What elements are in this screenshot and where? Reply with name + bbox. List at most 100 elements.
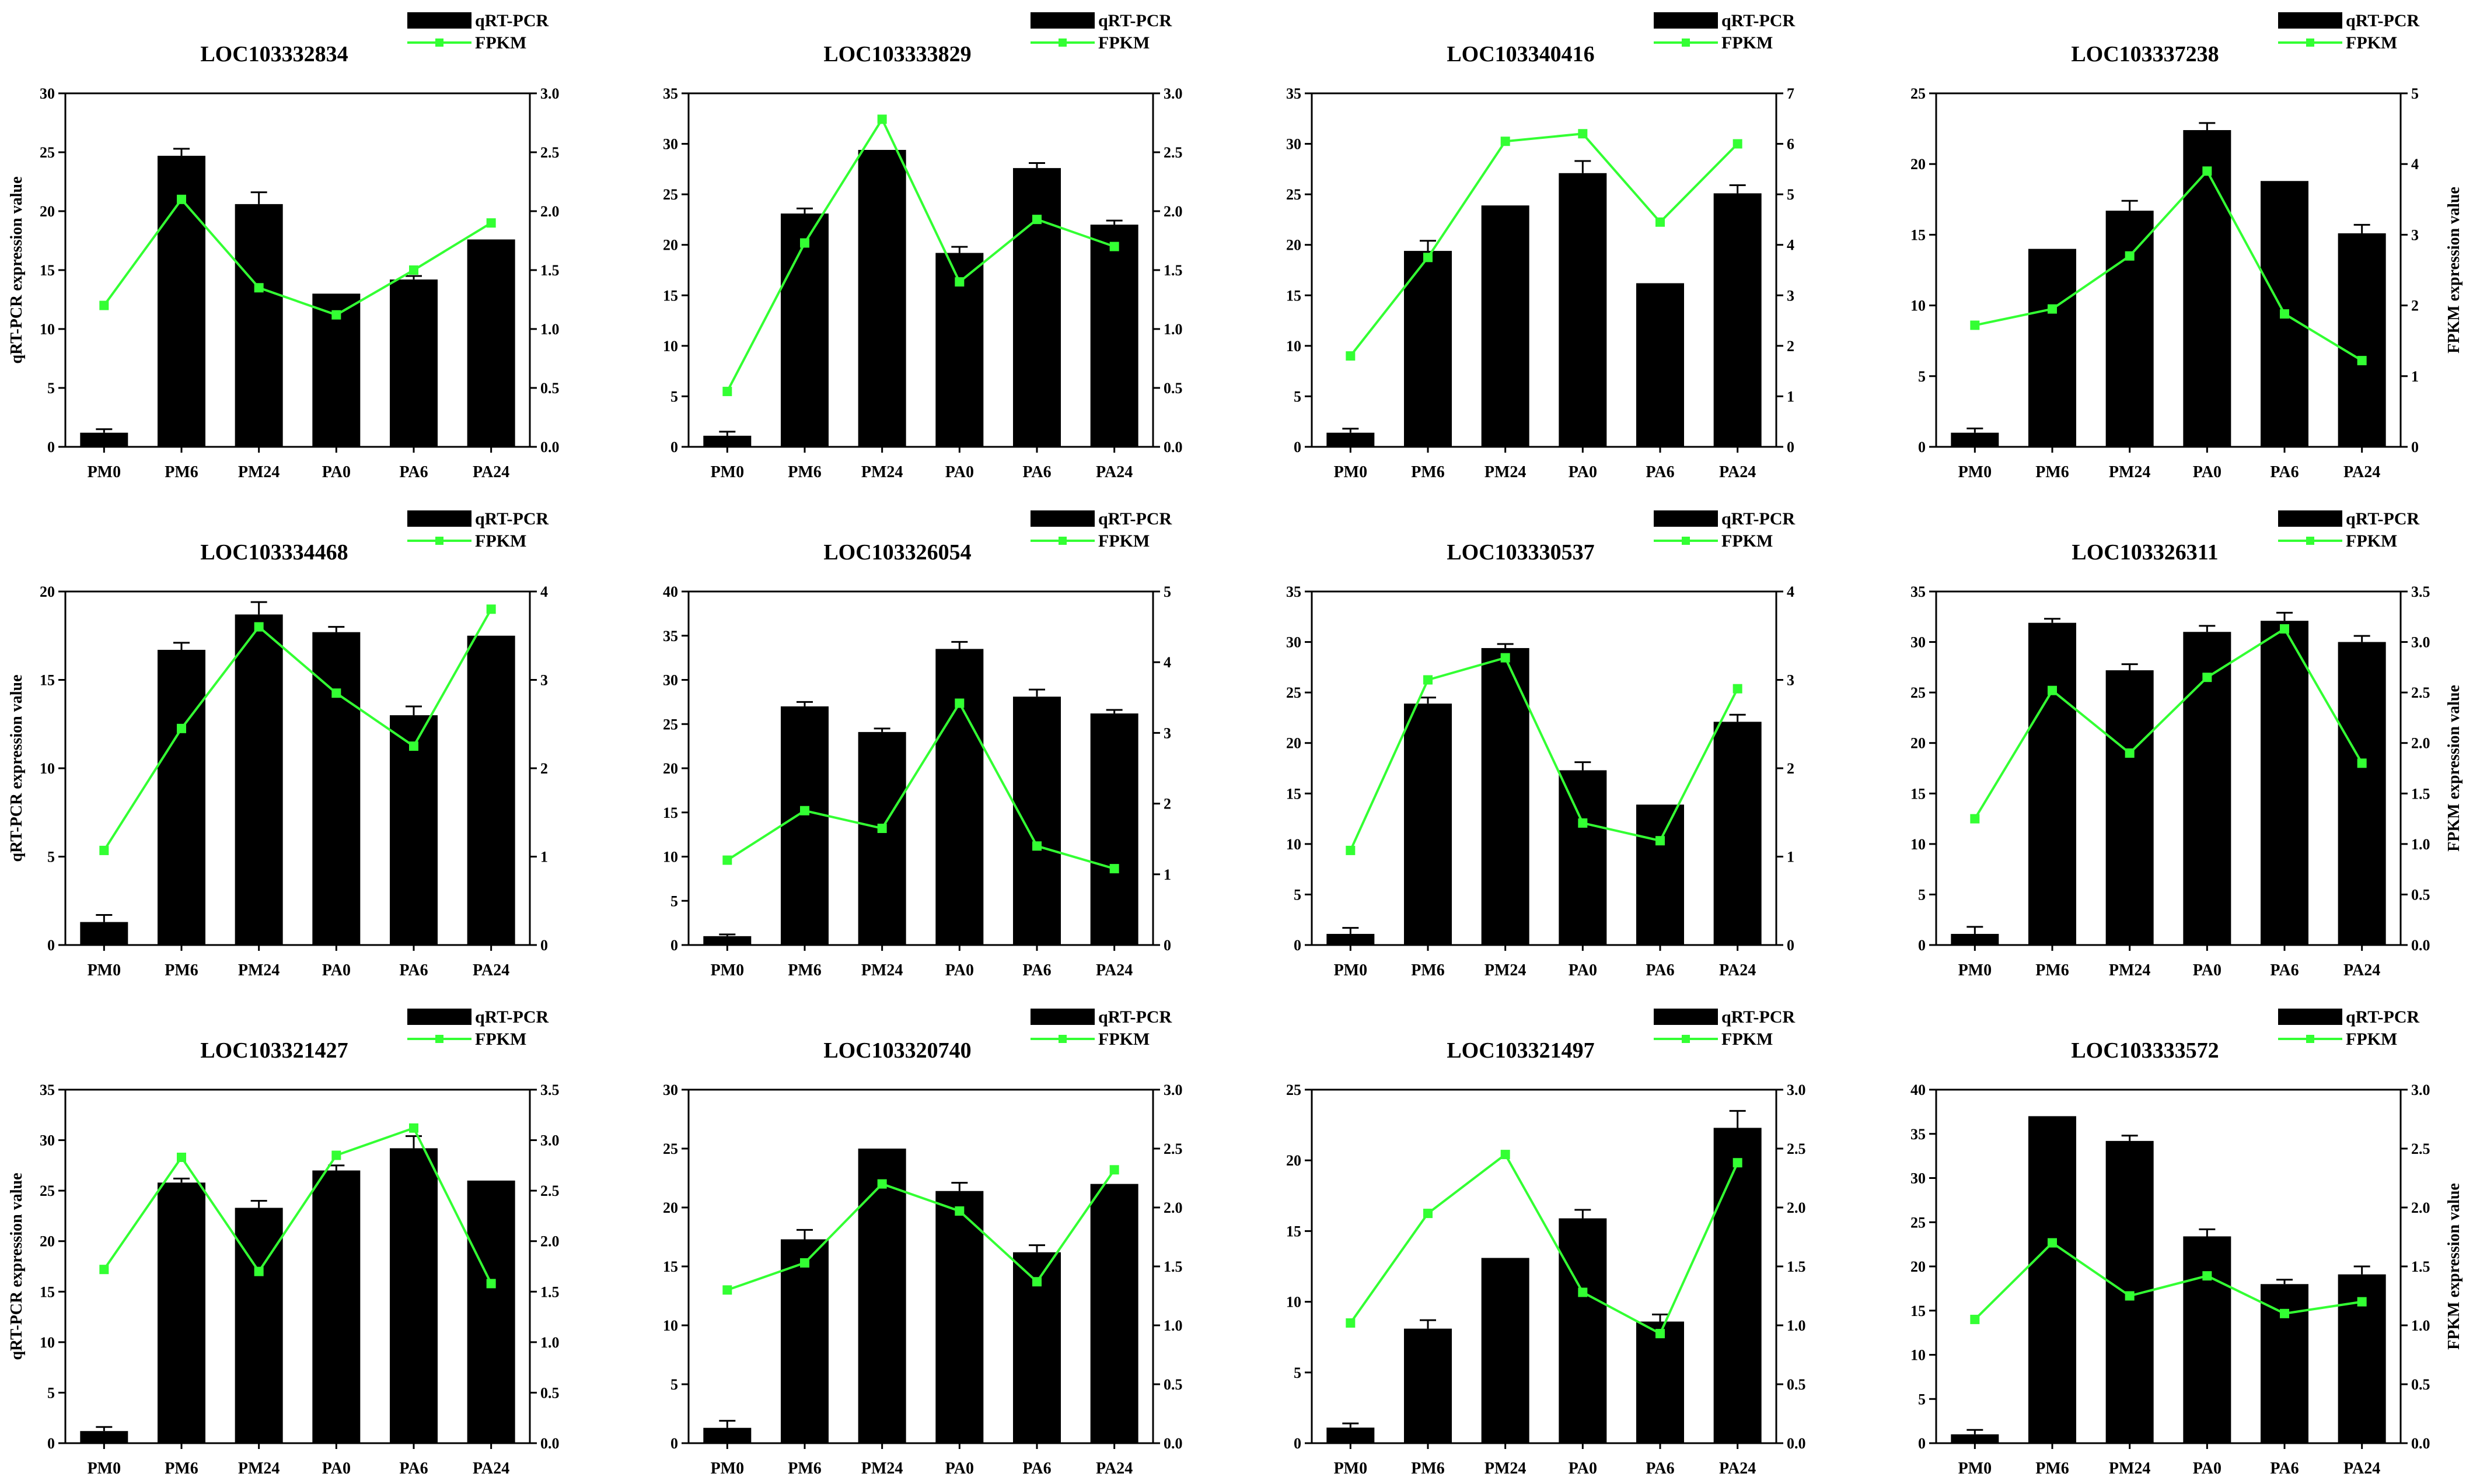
legend-bar-swatch [1031, 12, 1095, 29]
fpkm-point-PM6 [2048, 685, 2057, 695]
left-axis-tick-label: 5 [1918, 368, 1926, 385]
left-axis-tick-label: 40 [663, 583, 678, 600]
fpkm-point-PM6 [800, 806, 809, 816]
x-axis-tick-label: PA0 [1569, 1460, 1597, 1478]
left-axis-tick-label: 15 [1286, 287, 1301, 304]
right-axis-title: FPKM expression value [2445, 187, 2463, 354]
bar-PA0 [2183, 130, 2231, 447]
right-axis-tick-label: 3 [1164, 724, 1171, 741]
bar-PM24 [235, 614, 283, 945]
right-axis-tick-label: 2.5 [1164, 1140, 1183, 1157]
left-axis-tick-label: 20 [663, 237, 678, 254]
left-axis-tick-label: 30 [663, 1082, 678, 1098]
left-axis-tick-label: 20 [40, 203, 55, 220]
x-axis-tick-label: PM24 [2109, 463, 2151, 481]
right-axis-tick-label: 0.5 [1787, 1376, 1806, 1393]
right-axis-tick-label: 0.5 [2411, 1376, 2430, 1393]
fpkm-point-PA0 [1578, 1287, 1588, 1297]
right-axis-tick-label: 1 [1787, 388, 1794, 405]
x-axis-tick-label: PA6 [2270, 961, 2299, 979]
right-axis-tick-label: 0.5 [2411, 886, 2430, 903]
x-axis-tick-label: PA24 [2343, 961, 2380, 979]
x-axis-tick-label: PA24 [1096, 463, 1133, 481]
left-axis-tick-label: 0 [47, 439, 55, 456]
right-axis-tick-label: 4 [2411, 156, 2419, 173]
bar-PA24 [1713, 722, 1762, 945]
fpkm-point-PM24 [877, 1179, 887, 1189]
right-axis-tick-label: 2.0 [2411, 735, 2430, 752]
chart-panel-3: LOC103340416qRT-PCRFPKM05101520253035012… [1286, 11, 1796, 481]
left-axis-tick-label: 15 [1910, 1303, 1926, 1320]
left-axis-tick-label: 20 [663, 1199, 678, 1216]
x-axis-tick-label: PA24 [1096, 1460, 1133, 1478]
x-axis-tick-label: PA6 [1022, 463, 1051, 481]
legend-line-marker [2306, 1035, 2314, 1043]
chart-title: LOC103337238 [2071, 42, 2219, 66]
left-axis-tick-label: 15 [1910, 785, 1926, 802]
x-axis-tick-label: PA24 [2343, 463, 2380, 481]
x-axis-tick-label: PM24 [2109, 1460, 2151, 1478]
left-axis-tick-label: 5 [1294, 388, 1301, 405]
fpkm-point-PA6 [409, 265, 418, 275]
fpkm-point-PA24 [486, 1279, 496, 1289]
bar-PA0 [312, 1170, 361, 1443]
legend-line-label: FPKM [1098, 531, 1150, 551]
chart-title: LOC103332834 [200, 42, 348, 66]
x-axis-tick-label: PA0 [1569, 961, 1597, 979]
right-axis-tick-label: 1.0 [540, 1334, 560, 1351]
fpkm-point-PA6 [1032, 1277, 1042, 1287]
right-axis-tick-label: 4 [1787, 583, 1794, 600]
fpkm-point-PA6 [409, 741, 418, 751]
right-axis-tick-label: 0.0 [1787, 1435, 1806, 1452]
right-axis-tick-label: 3.5 [2411, 583, 2430, 600]
x-axis-tick-label: PM0 [88, 1460, 121, 1478]
fpkm-point-PM24 [877, 824, 887, 834]
right-axis-tick-label: 1.0 [540, 321, 560, 338]
fpkm-point-PM6 [2048, 1238, 2057, 1248]
chart-panel-1: LOC103332834 qRT-PCR FPKM 0 5 10 15 20 25 30 0.0 0.… [8, 11, 560, 481]
legend-line-label: FPKM [2346, 33, 2397, 52]
left-axis-tick-label: 30 [1286, 634, 1301, 651]
plot-frame [1311, 590, 1777, 946]
right-axis-tick-label: 0.0 [2411, 937, 2430, 954]
x-axis-tick-label: PM0 [711, 1460, 745, 1478]
right-axis-tick-label: 1.5 [1164, 262, 1183, 279]
left-axis-tick-label: 30 [663, 136, 678, 153]
plot-frame [1935, 92, 2402, 448]
fpkm-point-PM24 [1500, 653, 1510, 663]
chart-title: LOC103326054 [823, 540, 971, 565]
bar-PA24 [1090, 713, 1138, 945]
right-axis-tick-label: 3.0 [540, 1132, 560, 1149]
right-axis-tick-label: 3 [1787, 287, 1794, 304]
x-axis-tick-label: PM24 [2109, 961, 2151, 979]
x-axis-tick-label: PM0 [1958, 463, 1992, 481]
left-axis-tick-label: 25 [663, 716, 678, 733]
x-axis-tick-label: PA24 [2343, 1460, 2380, 1478]
fpkm-point-PM24 [254, 1266, 264, 1276]
right-axis-tick-label: 6 [1787, 136, 1794, 153]
left-axis-tick-label: 25 [663, 186, 678, 203]
left-axis-tick-label: 15 [40, 262, 55, 279]
bar-PM0 [80, 922, 128, 945]
x-axis-tick-label: PM24 [238, 463, 280, 481]
bar-PM24 [1481, 1258, 1529, 1443]
right-axis-tick-label: 2 [1164, 796, 1171, 813]
chart-panel-7: LOC103330537 qRT-PCR FPKM 0 5 10 15 20 25 30 35 0 1 2… [1286, 509, 1796, 979]
x-axis-tick-label: PM0 [1334, 961, 1368, 979]
x-axis-tick-label: PM24 [238, 961, 280, 979]
legend-line-marker [1682, 537, 1690, 545]
legend-line-label: FPKM [1721, 1030, 1773, 1049]
legend-bar-label: qRT-PCR [1721, 11, 1796, 30]
left-axis-tick-label: 5 [670, 892, 678, 909]
fpkm-point-PA6 [1032, 841, 1042, 851]
fpkm-point-PA0 [1578, 818, 1588, 828]
x-axis-tick-label: PM24 [1484, 1460, 1527, 1478]
fpkm-point-PA6 [1655, 836, 1665, 846]
x-axis-tick-label: PA6 [399, 961, 428, 979]
fpkm-point-PM0 [722, 1285, 732, 1295]
left-axis-tick-label: 10 [663, 1317, 678, 1334]
legend-bar-swatch [1031, 510, 1095, 527]
right-axis-tick-label: 3.0 [2411, 1082, 2430, 1098]
legend-bar-label: qRT-PCR [475, 509, 549, 528]
fpkm-point-PA24 [1732, 1158, 1742, 1168]
